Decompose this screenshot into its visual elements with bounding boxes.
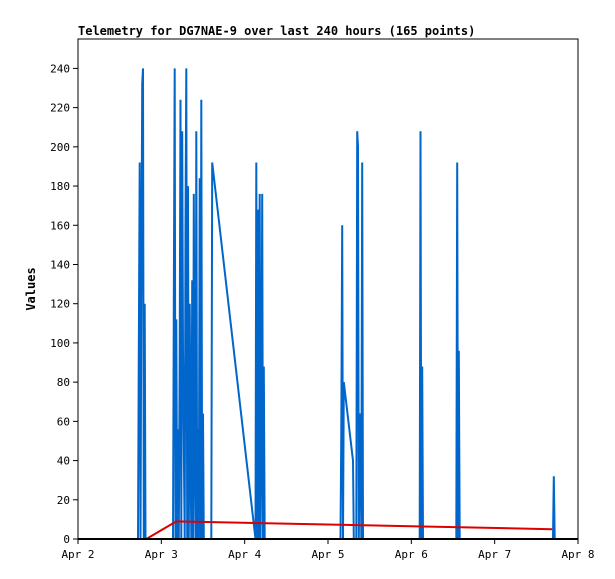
y-tick-label: 220 (50, 102, 70, 115)
y-tick-label: 160 (50, 219, 70, 232)
x-tick-label: Apr 2 (61, 548, 94, 561)
x-tick-label: Apr 6 (395, 548, 428, 561)
x-axis: Apr 2 Apr 3 Apr 4 Apr 5 Apr 6 Apr 7 Apr 8 (61, 539, 595, 561)
y-tick-label: 100 (50, 337, 70, 350)
y-tick-label: 40 (57, 455, 70, 468)
y-axis-label: Values (24, 267, 38, 310)
y-axis-label-group: Values (24, 267, 38, 310)
y-tick-label: 80 (57, 376, 70, 389)
plot-area (77, 38, 579, 540)
x-tick-label: Apr 7 (478, 548, 511, 561)
y-tick-label: 180 (50, 180, 70, 193)
y-tick-label: 120 (50, 298, 70, 311)
series-layer (78, 68, 578, 540)
y-tick-label: 20 (57, 494, 70, 507)
y-tick-label: 140 (50, 258, 70, 271)
series-line-red (145, 520, 553, 540)
x-tick-label: Apr 4 (228, 548, 261, 561)
x-tick-label: Apr 3 (145, 548, 178, 561)
y-tick-label: 60 (57, 415, 70, 428)
y-tick-label: 0 (63, 533, 70, 546)
y-tick-label: 240 (50, 62, 70, 75)
x-tick-label: Apr 5 (311, 548, 344, 561)
chart-title: Telemetry for DG7NAE-9 over last 240 hou… (78, 24, 475, 38)
x-tick-label: Apr 8 (561, 548, 594, 561)
y-tick-label: 200 (50, 141, 70, 154)
y-axis: 0 20 40 60 80 100 120 140 160 180 200 220 240 (50, 62, 78, 546)
